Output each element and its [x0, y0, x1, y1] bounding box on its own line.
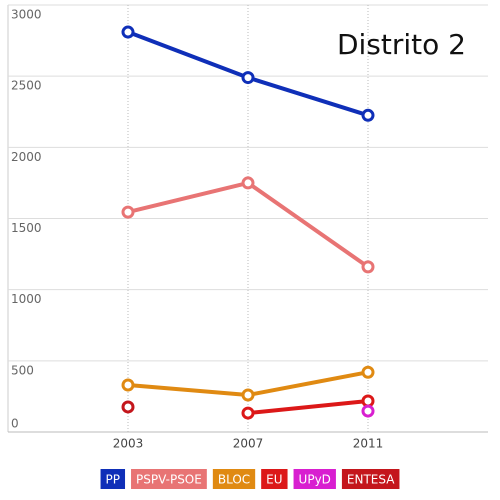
y-tick-label: 0: [11, 417, 19, 431]
legend-swatch: [341, 469, 400, 489]
point: [361, 260, 375, 274]
y-tick-label: 1000: [11, 292, 42, 306]
legend-swatch: [131, 469, 207, 489]
x-tick-label: 2011: [353, 437, 384, 451]
y-tick-label: 500: [11, 363, 34, 377]
legend-label: PP: [106, 473, 120, 487]
legend-label: PSPV-PSOE: [136, 473, 202, 487]
point: [361, 394, 375, 408]
chart-title: Distrito 2: [337, 28, 466, 61]
series-line: [247, 398, 369, 416]
plot-area: 0 500 1000 1500 2000 2500 3000 2003 2007 2011: [7, 4, 488, 451]
legend-label: EU: [266, 473, 282, 487]
point: [241, 71, 255, 85]
point: [361, 365, 375, 379]
x-tick-label: 2003: [113, 437, 144, 451]
point: [121, 378, 135, 392]
point: [241, 176, 255, 190]
point: [121, 205, 135, 219]
y-tick-label: 2500: [11, 79, 42, 93]
point: [241, 406, 255, 420]
legend-label: BLOC: [218, 473, 250, 487]
legend-label: UPyD: [299, 473, 331, 487]
legend-swatch: [212, 469, 256, 489]
point: [361, 108, 375, 122]
x-tick-label: 2007: [233, 437, 264, 451]
y-tick-label: 1500: [11, 221, 42, 235]
y-tick-label: 2000: [11, 150, 42, 164]
point: [361, 404, 375, 418]
legend-swatch: [100, 469, 126, 489]
legend-swatch: [293, 469, 336, 489]
point: [121, 25, 135, 39]
legend: PP PSPV-PSOE BLOC EU UPyD ENTESA: [100, 469, 400, 489]
legend-swatch: [261, 469, 288, 489]
point: [121, 400, 135, 414]
point: [241, 388, 255, 402]
legend-label: ENTESA: [347, 473, 395, 487]
y-tick-label: 3000: [11, 8, 42, 22]
